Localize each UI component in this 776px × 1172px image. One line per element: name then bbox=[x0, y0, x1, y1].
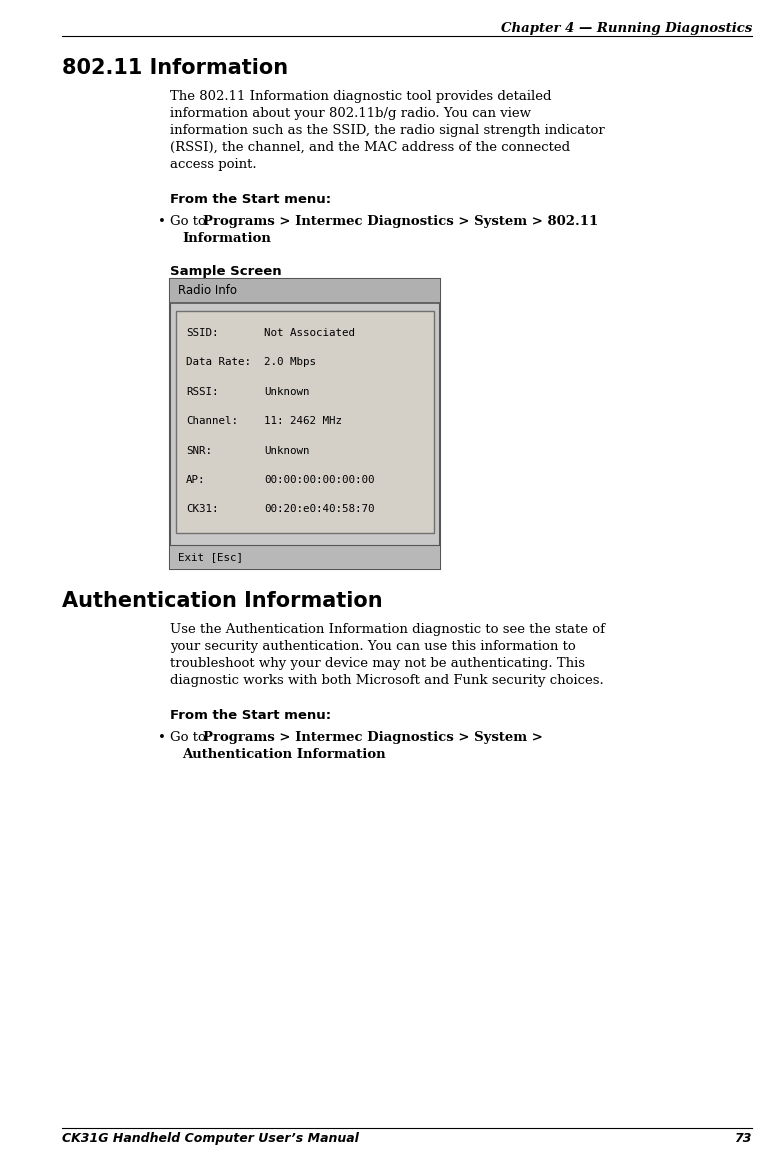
Text: access point.: access point. bbox=[170, 158, 257, 171]
Text: Chapter 4 — Running Diagnostics: Chapter 4 — Running Diagnostics bbox=[501, 22, 752, 35]
Text: RSSI:: RSSI: bbox=[186, 387, 219, 396]
Text: your security authentication. You can use this information to: your security authentication. You can us… bbox=[170, 640, 576, 653]
Text: Sample Screen: Sample Screen bbox=[170, 265, 282, 278]
Bar bbox=[176, 311, 434, 533]
Text: 73: 73 bbox=[735, 1132, 752, 1145]
Text: From the Start menu:: From the Start menu: bbox=[170, 709, 331, 722]
Text: troubleshoot why your device may not be authenticating. This: troubleshoot why your device may not be … bbox=[170, 657, 585, 670]
Bar bbox=[170, 545, 440, 568]
Text: Authentication Information: Authentication Information bbox=[182, 748, 386, 761]
Text: •: • bbox=[158, 214, 166, 229]
Text: information about your 802.11b/g radio. You can view: information about your 802.11b/g radio. … bbox=[170, 107, 531, 120]
Text: Unknown: Unknown bbox=[264, 445, 310, 456]
Text: Not Associated: Not Associated bbox=[264, 328, 355, 338]
Text: The 802.11 Information diagnostic tool provides detailed: The 802.11 Information diagnostic tool p… bbox=[170, 90, 552, 103]
Text: Exit [Esc]: Exit [Esc] bbox=[178, 552, 243, 563]
Bar bbox=[170, 279, 440, 304]
Text: CK31G Handheld Computer User’s Manual: CK31G Handheld Computer User’s Manual bbox=[62, 1132, 359, 1145]
Text: Radio Info: Radio Info bbox=[178, 285, 237, 298]
Text: Information: Information bbox=[182, 232, 271, 245]
Text: information such as the SSID, the radio signal strength indicator: information such as the SSID, the radio … bbox=[170, 124, 605, 137]
Text: Go to: Go to bbox=[170, 731, 210, 744]
Text: SNR:: SNR: bbox=[186, 445, 212, 456]
Text: Channel:: Channel: bbox=[186, 416, 238, 427]
Text: Programs > Intermec Diagnostics > System > 802.11: Programs > Intermec Diagnostics > System… bbox=[203, 214, 598, 229]
Text: Programs > Intermec Diagnostics > System >: Programs > Intermec Diagnostics > System… bbox=[203, 731, 543, 744]
Text: Go to: Go to bbox=[170, 214, 210, 229]
Text: (RSSI), the channel, and the MAC address of the connected: (RSSI), the channel, and the MAC address… bbox=[170, 141, 570, 154]
Bar bbox=[170, 279, 440, 568]
Text: diagnostic works with both Microsoft and Funk security choices.: diagnostic works with both Microsoft and… bbox=[170, 674, 604, 687]
Text: CK31:: CK31: bbox=[186, 504, 219, 515]
Text: AP:: AP: bbox=[186, 475, 206, 485]
Text: 802.11 Information: 802.11 Information bbox=[62, 57, 288, 79]
Text: •: • bbox=[158, 731, 166, 744]
Text: Use the Authentication Information diagnostic to see the state of: Use the Authentication Information diagn… bbox=[170, 624, 605, 636]
Text: 00:00:00:00:00:00: 00:00:00:00:00:00 bbox=[264, 475, 375, 485]
Text: Authentication Information: Authentication Information bbox=[62, 591, 383, 611]
Text: Data Rate:: Data Rate: bbox=[186, 357, 251, 367]
Text: From the Start menu:: From the Start menu: bbox=[170, 193, 331, 206]
Text: 2.0 Mbps: 2.0 Mbps bbox=[264, 357, 316, 367]
Text: 00:20:e0:40:58:70: 00:20:e0:40:58:70 bbox=[264, 504, 375, 515]
Text: SSID:: SSID: bbox=[186, 328, 219, 338]
Text: Unknown: Unknown bbox=[264, 387, 310, 396]
Text: 11: 2462 MHz: 11: 2462 MHz bbox=[264, 416, 342, 427]
